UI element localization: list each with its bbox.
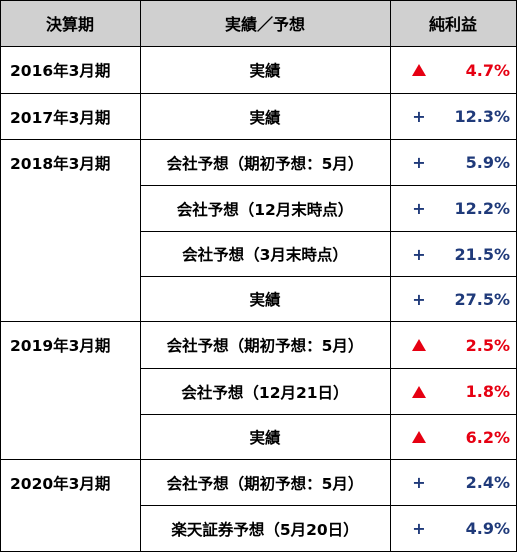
type-cell: 会社予想（期初予想：5月） (166, 154, 364, 173)
type-cell: 会社予想（期初予想：5月） (166, 474, 364, 493)
value-text: 27.5% (454, 289, 510, 309)
type-cell: 会社予想（12月末時点） (176, 200, 354, 219)
grid-line (0, 321, 516, 322)
value-cell: + 12.2% (390, 186, 516, 231)
header-profit: 純利益 (390, 0, 516, 46)
grid-line (0, 139, 516, 140)
value-cell: + 27.5% (390, 277, 516, 321)
value-cell: + 4.9% (390, 506, 516, 551)
down-triangle-icon (412, 385, 426, 398)
grid-line (0, 459, 516, 460)
header-period: 決算期 (0, 0, 140, 46)
type-cell: 会社予想（期初予想：5月） (166, 337, 364, 355)
header-type: 実績／予想 (140, 0, 390, 46)
type-cell: 実績 (249, 291, 281, 309)
value-cell: 4.7% (390, 47, 516, 93)
down-triangle-icon (412, 64, 426, 76)
grid-line (140, 368, 516, 369)
value-text: 2.5% (465, 335, 510, 355)
grid-line (140, 231, 516, 232)
type-cell: 実績 (249, 429, 281, 447)
grid-line (0, 46, 516, 47)
value-text: 2.4% (465, 473, 510, 492)
value-cell: 6.2% (390, 415, 516, 459)
value-cell: 2.5% (390, 322, 516, 368)
value-text: 4.7% (465, 60, 510, 80)
value-text: 5.9% (465, 153, 510, 172)
grid-line (140, 0, 141, 552)
down-triangle-icon (412, 431, 426, 443)
plus-sign: + (412, 289, 426, 309)
year-cell-2016: 2016年3月期 (10, 62, 111, 80)
grid-line (140, 276, 516, 277)
year-cell-2019: 2019年3月期 (10, 337, 111, 355)
value-cell: 1.8% (390, 369, 516, 414)
type-cell: 会社予想（12月21日） (181, 383, 349, 402)
value-text: 4.9% (465, 519, 510, 538)
grid-line (140, 505, 516, 506)
type-cell: 実績 (249, 108, 281, 127)
type-cell: 会社予想（3月末時点） (182, 246, 348, 264)
grid-line (140, 414, 516, 415)
grid-line (0, 93, 516, 94)
grid-line (140, 185, 516, 186)
down-triangle-icon (412, 339, 426, 351)
year-cell-2017: 2017年3月期 (10, 108, 111, 127)
plus-sign: + (412, 153, 426, 172)
grid-line (0, 0, 516, 1)
value-cell: + 2.4% (390, 460, 516, 505)
plus-sign: + (412, 473, 426, 492)
plus-sign: + (412, 519, 426, 538)
value-cell: + 5.9% (390, 140, 516, 185)
plus-sign: + (412, 244, 426, 264)
type-cell: 楽天証券予想（5月20日） (171, 520, 359, 539)
grid-line (390, 0, 391, 552)
year-cell-2020: 2020年3月期 (10, 474, 111, 493)
plus-sign: + (412, 107, 426, 126)
value-cell: + 12.3% (390, 94, 516, 139)
value-text: 6.2% (465, 427, 510, 447)
year-cell-2018: 2018年3月期 (10, 154, 111, 173)
plus-sign: + (412, 199, 426, 218)
value-text: 1.8% (465, 382, 510, 401)
value-text: 21.5% (454, 244, 510, 264)
value-cell: + 21.5% (390, 232, 516, 276)
value-text: 12.2% (454, 199, 510, 218)
grid-line (0, 0, 1, 552)
type-cell: 実績 (249, 62, 281, 80)
value-text: 12.3% (454, 107, 510, 126)
